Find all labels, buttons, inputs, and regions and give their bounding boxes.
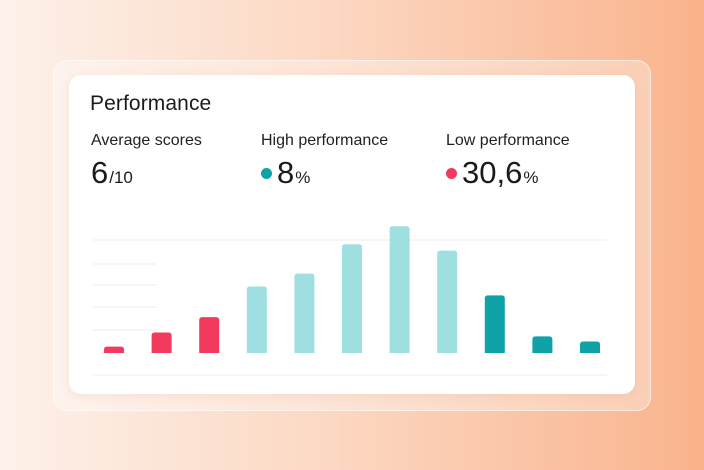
chart-bar [246, 286, 267, 353]
chart-bar [104, 346, 124, 353]
chart-bar [294, 273, 315, 353]
performance-card: Performance Average scores 6 /10 High pe… [69, 75, 635, 394]
average-score-suffix: /10 [109, 168, 133, 187]
chart-bar [151, 332, 172, 353]
stat-label: High performance [261, 132, 389, 149]
average-score-value: 6 [91, 155, 109, 190]
low-performance-suffix: % [523, 168, 539, 187]
stat-high-performance: High performance 8 % [261, 132, 388, 190]
stat-value: 30,6 % [446, 156, 570, 190]
low-performance-value: 30,6 [462, 155, 523, 190]
stat-value: 8 % [261, 156, 388, 190]
performance-bar-chart [93, 226, 607, 376]
chart-bar [437, 250, 458, 353]
stat-label: Low performance [446, 132, 570, 149]
chart-bar [342, 244, 362, 353]
stat-value: 6 /10 [91, 156, 202, 190]
chart-bar [389, 226, 410, 353]
high-performance-value: 8 [277, 155, 295, 190]
high-performance-suffix: % [295, 168, 311, 187]
stat-average-scores: Average scores 6 /10 [91, 132, 202, 190]
chart-bar [484, 295, 505, 353]
chart-bar [532, 336, 553, 353]
stat-label: Average scores [91, 132, 202, 149]
red-dot-icon [446, 167, 457, 179]
chart-bar [199, 317, 220, 353]
card-title: Performance [90, 92, 212, 115]
teal-dot-icon [261, 167, 272, 179]
chart-bar [580, 341, 600, 353]
stat-low-performance: Low performance 30,6 % [446, 132, 570, 190]
